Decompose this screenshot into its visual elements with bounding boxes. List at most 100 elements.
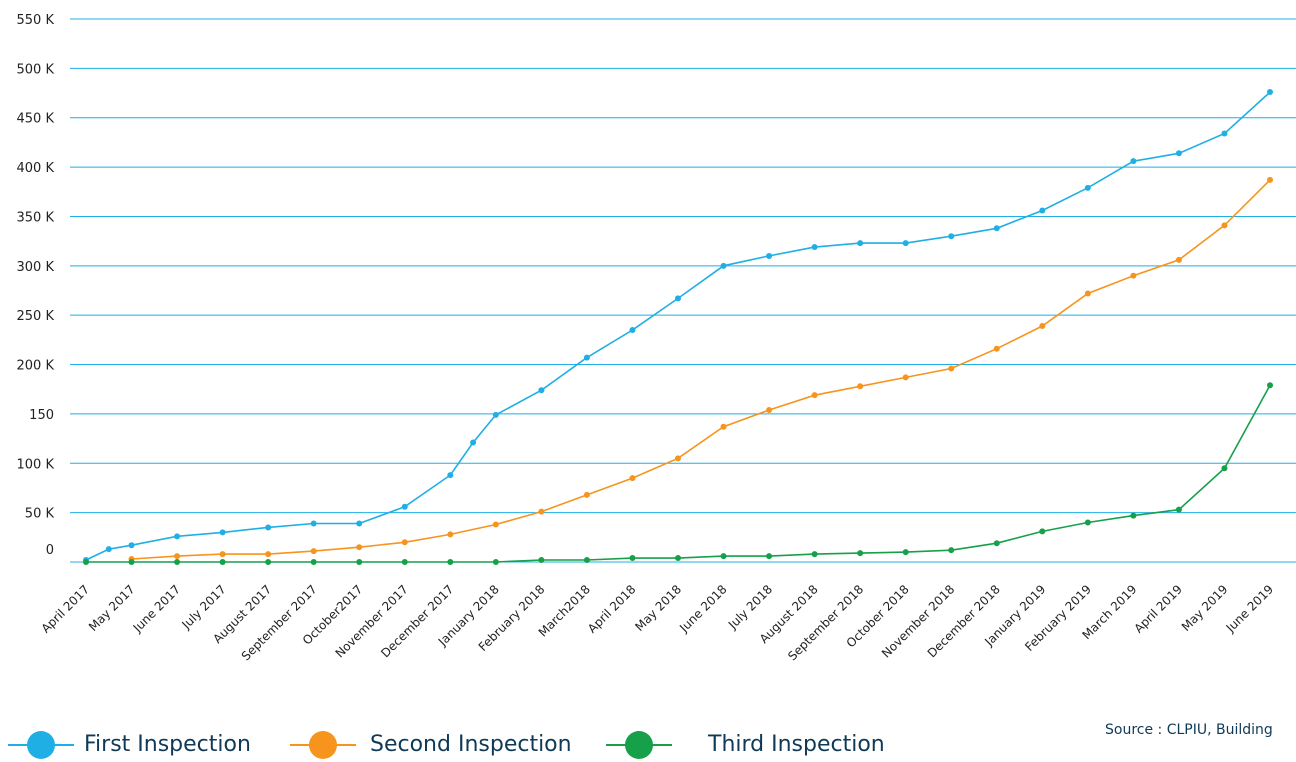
data-point bbox=[83, 559, 89, 565]
data-point bbox=[492, 411, 499, 418]
data-point bbox=[401, 559, 408, 565]
data-point bbox=[1175, 506, 1182, 513]
data-point bbox=[356, 520, 363, 527]
data-point bbox=[766, 553, 773, 560]
data-point bbox=[1221, 465, 1228, 472]
y-tick-label: 250 K bbox=[17, 309, 55, 324]
data-point bbox=[948, 547, 955, 554]
data-point bbox=[1130, 512, 1137, 519]
x-tick-label: June 2018 bbox=[676, 582, 729, 635]
data-point bbox=[811, 392, 818, 399]
data-point bbox=[447, 472, 454, 479]
series-line bbox=[85, 91, 1271, 561]
data-point bbox=[310, 559, 317, 565]
data-point bbox=[538, 557, 545, 564]
data-point bbox=[675, 455, 681, 462]
legend: First Inspection Second Inspection Third… bbox=[0, 722, 1296, 762]
data-point bbox=[1084, 519, 1091, 526]
data-point bbox=[675, 295, 681, 302]
data-point bbox=[538, 387, 545, 394]
data-point bbox=[265, 559, 272, 565]
data-point bbox=[310, 520, 317, 527]
line-chart: 0 50 K 100 K 150 200 K 250 K 300 K 350 K 400 K 45… bbox=[17, 13, 1296, 663]
data-point bbox=[857, 240, 864, 247]
data-point bbox=[447, 531, 454, 538]
data-point bbox=[470, 439, 477, 446]
data-point bbox=[675, 555, 681, 562]
y-tick-label: 350 K bbox=[17, 210, 55, 225]
data-point bbox=[720, 553, 727, 560]
data-point bbox=[105, 546, 112, 553]
data-point bbox=[1221, 130, 1228, 137]
y-tick-label: 0 bbox=[46, 543, 54, 558]
data-point bbox=[720, 262, 727, 269]
data-point bbox=[1267, 176, 1273, 183]
legend-first-swatch-icon bbox=[8, 722, 74, 762]
data-point bbox=[857, 383, 864, 390]
data-point bbox=[265, 551, 272, 558]
data-point bbox=[811, 244, 818, 251]
x-tick-label: May 2019 bbox=[1179, 582, 1231, 634]
y-tick-label: 200 K bbox=[17, 359, 55, 374]
y-tick-label: 50 K bbox=[25, 507, 55, 522]
x-tick-label: April 2017 bbox=[39, 582, 93, 636]
x-tick-label: June 2019 bbox=[1223, 582, 1276, 635]
data-point bbox=[356, 559, 363, 565]
data-point bbox=[174, 559, 181, 565]
data-point bbox=[1039, 528, 1046, 535]
legend-first-inspection: First Inspection bbox=[8, 722, 251, 762]
legend-second-swatch-icon bbox=[290, 722, 356, 762]
data-point bbox=[583, 354, 590, 361]
data-point bbox=[492, 521, 499, 528]
data-point bbox=[583, 491, 590, 498]
data-point bbox=[219, 529, 226, 536]
data-point bbox=[766, 406, 773, 413]
data-point bbox=[948, 365, 955, 372]
data-point bbox=[857, 550, 864, 557]
legend-first-label: First Inspection bbox=[84, 731, 251, 757]
data-point bbox=[1084, 290, 1091, 297]
data-point bbox=[993, 225, 1000, 232]
data-point bbox=[219, 551, 226, 558]
data-point bbox=[583, 557, 590, 564]
data-point bbox=[401, 539, 408, 546]
data-point bbox=[1221, 222, 1228, 229]
data-point bbox=[1130, 272, 1137, 279]
data-point bbox=[993, 540, 1000, 547]
y-tick-label: 500 K bbox=[17, 62, 55, 77]
chart-svg: 0 50 K 100 K 150 200 K 250 K 300 K 350 K 400 K 45… bbox=[17, 13, 1296, 663]
legend-second-label: Second Inspection bbox=[370, 731, 572, 757]
data-point bbox=[356, 544, 363, 551]
data-point bbox=[219, 559, 226, 565]
series-line bbox=[131, 179, 1271, 560]
x-tick-label: April 2019 bbox=[1131, 582, 1185, 636]
x-tick-label: June 2017 bbox=[130, 582, 183, 635]
data-point bbox=[766, 252, 773, 259]
x-tick-label: May 2017 bbox=[86, 582, 138, 634]
y-tick-label: 550 K bbox=[17, 13, 55, 28]
legend-third-label: Third Inspection bbox=[708, 731, 885, 757]
data-point bbox=[948, 233, 955, 240]
data-point bbox=[902, 374, 909, 381]
data-point bbox=[310, 548, 317, 555]
data-point bbox=[720, 423, 727, 430]
data-point bbox=[629, 475, 636, 482]
data-point bbox=[174, 533, 181, 540]
source-note: Source : CLPIU, Building bbox=[1105, 722, 1273, 738]
x-tick-label: April 2018 bbox=[585, 582, 639, 636]
data-point bbox=[902, 549, 909, 556]
legend-third-swatch-icon bbox=[606, 722, 672, 762]
data-point bbox=[401, 503, 408, 510]
data-point bbox=[1267, 382, 1273, 389]
data-point bbox=[174, 553, 181, 560]
data-point bbox=[1267, 89, 1273, 96]
data-point bbox=[629, 326, 636, 333]
data-point bbox=[993, 345, 1000, 352]
data-point bbox=[1084, 184, 1091, 191]
series-line bbox=[86, 384, 1271, 563]
data-point bbox=[128, 559, 135, 565]
data-point bbox=[902, 240, 909, 247]
y-tick-label: 300 K bbox=[17, 260, 55, 275]
y-tick-label: 100 K bbox=[17, 457, 55, 472]
y-tick-label: 400 K bbox=[17, 161, 55, 176]
